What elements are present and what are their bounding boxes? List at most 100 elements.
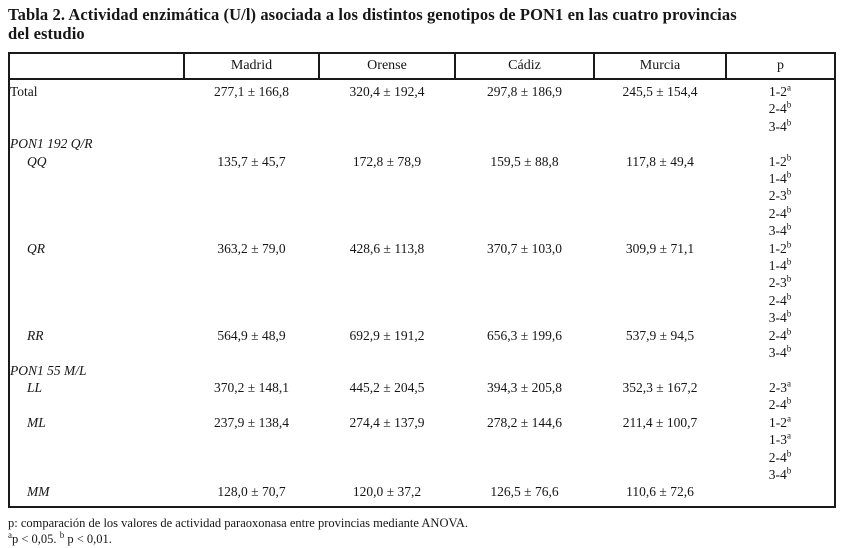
- table-title: Tabla 2. Actividad enzimática (U/l) asoc…: [8, 5, 840, 43]
- significance-sup: b: [786, 343, 792, 354]
- footnote-significance: ap < 0,05. b p < 0,01.: [8, 531, 840, 548]
- table-row: RR 564,9 ± 48,9 692,9 ± 191,2 656,3 ± 19…: [9, 327, 835, 362]
- p-value: 1-4b: [768, 256, 792, 274]
- significance-sup: a: [787, 378, 791, 389]
- significance-sup: b: [786, 448, 792, 459]
- cell-murcia: 117,8 ± 49,4: [626, 153, 694, 169]
- row-label: QQ: [27, 153, 47, 169]
- cell-murcia: 537,9 ± 94,5: [625, 327, 695, 343]
- row-label: RR: [27, 327, 44, 343]
- table-row: ML 237,9 ± 138,4 274,4 ± 137,9 278,2 ± 1…: [9, 414, 835, 484]
- cell-p: 2-4b 3-4b: [726, 327, 835, 362]
- p-value: 3-4b: [768, 117, 792, 134]
- significance-sup: b: [786, 204, 792, 215]
- p-value: 2-4b: [768, 395, 792, 413]
- cell-cadiz: 159,5 ± 88,8: [490, 153, 559, 169]
- significance-sup: b: [786, 465, 792, 476]
- footnote-sup-a: a: [8, 530, 12, 541]
- table-row: Total 277,1 ± 166,8 320,4 ± 192,4 297,8 …: [9, 79, 835, 135]
- significance-sup: b: [786, 395, 792, 406]
- row-label: ML: [27, 414, 46, 430]
- cell-p: [726, 483, 835, 506]
- significance-sup: b: [786, 256, 792, 267]
- column-header-orense: Orense: [318, 52, 456, 80]
- p-value: 3-4b: [768, 343, 792, 361]
- cell-p: 1-2b 1-4b 2-3b 2-4b 3-4b: [726, 240, 835, 327]
- cell-orense: 428,6 ± 113,8: [349, 240, 425, 256]
- cell-orense: 120,0 ± 37,2: [352, 484, 422, 500]
- p-value: 2-4b: [768, 326, 792, 343]
- table-title-line2: del estudio: [8, 24, 85, 43]
- significance-sup: b: [786, 326, 792, 337]
- p-value: 1-2a: [769, 413, 791, 430]
- p-value: 1-2a: [769, 82, 791, 99]
- cell-p: 1-2a 1-3a 2-4b 3-4b: [726, 414, 835, 484]
- p-value: 2-4b: [768, 448, 792, 465]
- significance-sup: b: [786, 221, 792, 232]
- p-value: 2-4b: [768, 291, 792, 308]
- cell-cadiz: 278,2 ± 144,6: [487, 414, 562, 430]
- cell-p: 2-3a 2-4b: [726, 379, 835, 414]
- p-value: 1-2b: [768, 239, 792, 256]
- p-value: 1-2b: [768, 152, 792, 169]
- significance-sup: b: [786, 291, 792, 302]
- cell-murcia: 352,3 ± 167,2: [622, 379, 698, 395]
- section-row: PON1 55 M/L: [9, 362, 835, 379]
- table-row: LL 370,2 ± 148,1 445,2 ± 204,5 394,3 ± 2…: [9, 379, 835, 414]
- p-value: 2-4b: [768, 99, 792, 117]
- significance-sup: b: [786, 117, 792, 128]
- cell-madrid: 564,9 ± 48,9: [217, 327, 286, 343]
- enzyme-activity-table: Madrid Orense Cádiz Murcia p Total 277,1 ± 1…: [8, 52, 836, 508]
- p-value: 3-4b: [768, 465, 792, 482]
- row-label: QR: [27, 240, 45, 256]
- cell-cadiz: 656,3 ± 199,6: [487, 327, 562, 343]
- p-value: 3-4b: [768, 221, 792, 239]
- p-value: 1-3a: [769, 430, 791, 448]
- footnotes: p: comparación de los valores de activid…: [8, 515, 840, 548]
- cell-madrid: 363,2 ± 79,0: [217, 240, 286, 256]
- cell-madrid: 277,1 ± 166,8: [214, 84, 289, 99]
- footnote-anova: p: comparación de los valores de activid…: [8, 515, 469, 530]
- header-row: Madrid Orense Cádiz Murcia p: [8, 52, 836, 80]
- p-value: 2-3a: [769, 378, 791, 395]
- cell-madrid: 370,2 ± 148,1: [214, 379, 289, 395]
- section-row: PON1 192 Q/R: [9, 135, 835, 152]
- p-value: 2-3b: [768, 273, 792, 291]
- footnote-text-a: p < 0,05.: [12, 532, 60, 547]
- cell-orense: 320,4 ± 192,4: [349, 84, 425, 99]
- section-label: PON1 55 M/L: [10, 362, 87, 378]
- significance-sup: a: [787, 430, 791, 441]
- cell-orense: 172,8 ± 78,9: [352, 153, 422, 169]
- cell-cadiz: 370,7 ± 103,0: [487, 240, 562, 256]
- table-row: MM 128,0 ± 70,7 120,0 ± 37,2 126,5 ± 76,…: [9, 483, 835, 506]
- significance-sup: b: [786, 308, 792, 319]
- table-title-line1: Tabla 2. Actividad enzimática (U/l) asoc…: [8, 5, 737, 24]
- cell-madrid: 135,7 ± 45,7: [217, 153, 286, 169]
- table-row: QR 363,2 ± 79,0 428,6 ± 113,8 370,7 ± 10…: [9, 240, 835, 327]
- p-value: 2-4b: [768, 204, 792, 221]
- row-label: LL: [27, 379, 43, 395]
- cell-cadiz: 126,5 ± 76,6: [490, 484, 559, 500]
- cell-murcia: 211,4 ± 100,7: [622, 414, 698, 430]
- significance-sup: a: [787, 413, 791, 424]
- cell-murcia: 110,6 ± 72,6: [626, 484, 694, 500]
- cell-orense: 692,9 ± 191,2: [349, 327, 425, 343]
- cell-madrid: 128,0 ± 70,7: [217, 484, 286, 500]
- column-header-rowlabel: [8, 52, 185, 80]
- cell-murcia: 309,9 ± 71,1: [625, 240, 695, 256]
- p-value: 2-3b: [768, 186, 792, 204]
- footnote-text-b: p < 0,01.: [64, 532, 112, 547]
- cell-p: 1-2b 1-4b 2-3b 2-4b 3-4b: [726, 153, 835, 240]
- cell-p: 1-2a 2-4b 3-4b: [726, 79, 835, 135]
- p-value: 1-4b: [768, 169, 792, 187]
- cell-orense: 445,2 ± 204,5: [349, 379, 425, 395]
- significance-sup: b: [786, 239, 792, 250]
- cell-orense: 274,4 ± 137,9: [349, 414, 425, 430]
- cell-cadiz: 394,3 ± 205,8: [487, 379, 562, 395]
- section-label: PON1 192 Q/R: [10, 136, 93, 152]
- column-header-murcia: Murcia: [593, 52, 727, 80]
- significance-sup: b: [786, 169, 792, 180]
- column-header-cadiz: Cádiz: [454, 52, 595, 80]
- cell-cadiz: 297,8 ± 186,9: [487, 84, 562, 99]
